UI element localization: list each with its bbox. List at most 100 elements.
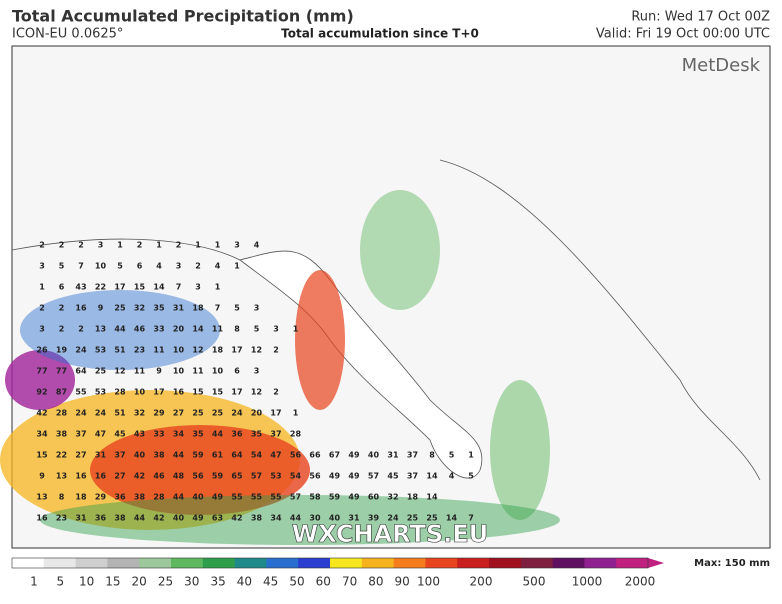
map-value: 47: [270, 451, 281, 460]
colorbar-segment: [202, 558, 236, 568]
map-value: 38: [251, 514, 263, 523]
colorbar-segment: [584, 558, 617, 568]
colorbar-segment: [393, 558, 426, 568]
map-value: 2: [137, 241, 143, 250]
map-value: 38: [114, 514, 126, 523]
map-value: 61: [212, 451, 224, 460]
colorbar-frame: [11, 557, 649, 569]
map-value: 92: [36, 388, 47, 397]
colorbar-tick-label: 1: [30, 575, 38, 589]
map-value: 42: [36, 409, 47, 418]
map-value: 33: [153, 430, 164, 439]
map-value: 26: [36, 346, 48, 355]
map-value: 12: [114, 367, 125, 376]
map-value: 14: [153, 283, 165, 292]
map-value: 46: [134, 325, 146, 334]
map-value: 2: [78, 241, 84, 250]
colorbar-tick-label: 70: [342, 575, 357, 589]
map-value: 31: [348, 514, 360, 523]
map-value: 15: [212, 388, 224, 397]
colorbar-tick-label: 35: [210, 575, 225, 589]
map-value: 7: [176, 283, 182, 292]
map-value: 18: [192, 304, 204, 313]
map-value: 14: [192, 325, 204, 334]
map-value: 17: [270, 409, 281, 418]
colorbar-segment: [298, 558, 331, 568]
colorbar-segment: [43, 558, 77, 568]
map-value: 51: [114, 409, 126, 418]
map-value: 49: [348, 493, 360, 502]
map-value: 20: [173, 325, 185, 334]
map-value: 60: [368, 493, 380, 502]
map-value: 11: [153, 346, 165, 355]
map-value: 27: [173, 409, 184, 418]
map-value: 10: [212, 367, 224, 376]
map-value: 49: [348, 451, 360, 460]
map-value: 9: [98, 304, 104, 313]
map-value: 10: [95, 262, 107, 271]
map-value: 4: [156, 262, 162, 271]
map-value: 31: [75, 514, 87, 523]
map-value: 2: [195, 262, 201, 271]
map-value: 16: [75, 304, 87, 313]
map-value: 3: [254, 367, 260, 376]
map-value: 2: [59, 304, 65, 313]
colorbar-segment: [425, 558, 458, 568]
map-value: 7: [468, 514, 474, 523]
map-value: 5: [234, 304, 240, 313]
map-value: 49: [212, 493, 224, 502]
map-value: 2: [273, 346, 279, 355]
map-value: 22: [56, 451, 67, 460]
map-value: 16: [36, 514, 48, 523]
map-value: 55: [75, 388, 87, 397]
map-value: 44: [212, 430, 224, 439]
map-value: 35: [153, 304, 165, 313]
map-value: 49: [192, 514, 204, 523]
map-value: 10: [134, 388, 146, 397]
map-value: 17: [231, 388, 242, 397]
map-value: 17: [153, 388, 164, 397]
map-value: 59: [329, 493, 341, 502]
map-value: 17: [231, 346, 242, 355]
map-value: 51: [114, 346, 126, 355]
map-value: 11: [134, 367, 146, 376]
run: Run: Wed 17 Oct 00Z: [631, 10, 770, 25]
map: [0, 45, 771, 549]
title: Total Accumulated Precipitation (mm): [12, 7, 354, 26]
map-value: 64: [75, 367, 87, 376]
map-value: 54: [251, 451, 263, 460]
map-value: 42: [153, 514, 164, 523]
map-value: 3: [39, 325, 45, 334]
map-value: 40: [329, 514, 341, 523]
map-value: 65: [231, 472, 243, 481]
map-value: 11: [212, 325, 224, 334]
map-value: 5: [254, 325, 260, 334]
colorbar-tick-label: 20: [132, 575, 147, 589]
colorbar-segment: [330, 558, 363, 568]
colorbar-arrow: [648, 558, 664, 568]
map-value: 53: [95, 346, 106, 355]
map-value: 43: [134, 430, 145, 439]
map-value: 56: [192, 472, 204, 481]
colorbar-segment: [75, 558, 108, 568]
map-value: 58: [309, 493, 321, 502]
map-value: 24: [95, 409, 107, 418]
model: ICON-EU 0.0625°: [12, 27, 123, 42]
colorbar-tick-label: 30: [184, 575, 199, 589]
map-value: 7: [78, 262, 84, 271]
colorbar-tick-label: 90: [395, 575, 410, 589]
map-value: 49: [329, 472, 341, 481]
map-value: 54: [290, 472, 302, 481]
map-value: 32: [387, 493, 398, 502]
map-value: 6: [137, 262, 143, 271]
map-value: 35: [192, 430, 204, 439]
map-value: 16: [95, 472, 107, 481]
colorbar-tick-label: 200: [470, 575, 493, 589]
map-value: 9: [156, 367, 162, 376]
colorbar-segment: [616, 558, 649, 568]
map-value: 35: [251, 430, 263, 439]
map-value: 18: [75, 493, 87, 502]
map-value: 3: [234, 241, 240, 250]
map-value: 1: [39, 283, 45, 292]
map-value: 2: [78, 325, 84, 334]
